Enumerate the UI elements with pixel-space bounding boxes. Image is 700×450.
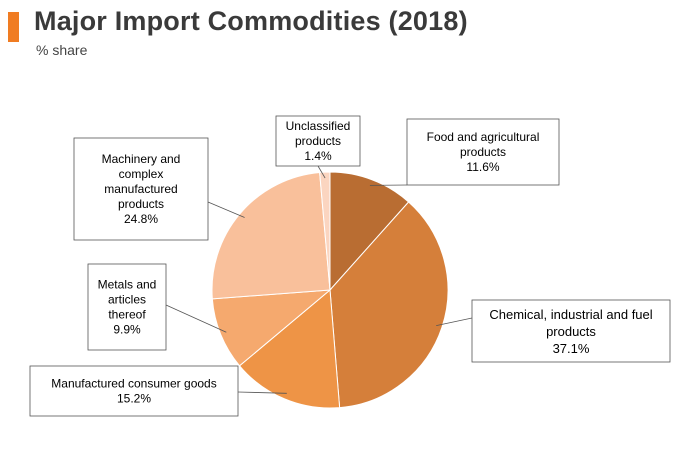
slice-category-label: products — [118, 197, 164, 211]
callout-label-metals-and-articles-thereof: Metals and articles thereof 9.9% — [98, 278, 157, 337]
chart-subtitle: % share — [36, 42, 88, 58]
callout-manufactured-consumer-goods: Manufactured consumer goods 15.2% — [29, 365, 239, 417]
pie-slice-food-and-agricultural-products — [329, 171, 410, 292]
slice-category-label: thereof — [108, 308, 146, 322]
slice-category-label: articles — [108, 293, 146, 307]
slice-category-label: Chemical, industrial and fuel — [489, 307, 652, 322]
chart-title: Major Import Commodities (2018) — [34, 6, 468, 36]
slice-category-label: manufactured — [104, 182, 177, 196]
callout-label-food-and-agricultural-products: Food and agricultural products 11.6% — [427, 130, 540, 174]
slice-category-label: Unclassified — [286, 119, 351, 133]
pie-slice-metals-and-articles-thereof — [211, 289, 332, 367]
slice-category-label: complex — [119, 167, 164, 181]
callout-metals-and-articles-thereof: Metals and articles thereof 9.9% — [87, 263, 167, 351]
callout-label-machinery-and-complex-manufactured-products: Machinery and complex manufactured products… — [102, 152, 181, 226]
callout-label-unclassified-products: Unclassified products 1.4% — [286, 119, 351, 163]
slice-category-label: Manufactured consumer goods — [51, 377, 216, 391]
pie-slice-machinery-and-complex-manufactured-products — [211, 171, 331, 300]
slice-category-label: Machinery and — [102, 152, 181, 166]
slice-value-label: 11.6% — [466, 160, 499, 174]
slice-category-label: products — [546, 324, 596, 339]
callout-line-manufactured-consumer-goods — [237, 391, 287, 394]
callout-food-and-agricultural-products: Food and agricultural products 11.6% — [406, 118, 560, 186]
callout-unclassified-products: Unclassified products 1.4% — [275, 115, 361, 167]
pie-slice-manufactured-consumer-goods — [238, 288, 341, 409]
callout-label-manufactured-consumer-goods: Manufactured consumer goods 15.2% — [51, 377, 216, 406]
callout-box-chemical-industrial-and-fuel-products — [471, 299, 671, 363]
slice-value-label: 1.4% — [304, 149, 332, 163]
callout-line-machinery-and-complex-manufactured-products — [207, 201, 245, 218]
slice-value-label: 37.1% — [553, 341, 590, 356]
callout-box-machinery-and-complex-manufactured-products — [73, 137, 209, 241]
callout-box-food-and-agricultural-products — [406, 118, 560, 186]
callout-line-unclassified-products — [317, 165, 326, 179]
callout-line-metals-and-articles-thereof — [165, 304, 227, 333]
slice-category-label: Food and agricultural — [427, 130, 540, 144]
title-accent-bar — [8, 12, 19, 42]
callout-box-unclassified-products — [275, 115, 361, 167]
slice-value-label: 24.8% — [124, 212, 158, 226]
callout-box-manufactured-consumer-goods — [29, 365, 239, 417]
callout-machinery-and-complex-manufactured-products: Machinery and complex manufactured products… — [73, 137, 209, 241]
slice-category-label: Metals and — [98, 278, 157, 292]
callout-line-chemical-industrial-and-fuel-products — [436, 317, 473, 326]
callout-chemical-industrial-and-fuel-products: Chemical, industrial and fuel products 37.… — [471, 299, 671, 363]
pie-slice-unclassified-products — [319, 171, 331, 291]
callout-label-chemical-industrial-and-fuel-products: Chemical, industrial and fuel products 37.… — [489, 307, 652, 356]
slice-category-label: products — [295, 134, 341, 148]
callout-box-metals-and-articles-thereof — [87, 263, 167, 351]
slice-value-label: 15.2% — [117, 392, 151, 406]
slice-category-label: products — [460, 145, 506, 159]
slice-value-label: 9.9% — [113, 323, 141, 337]
pie-slice-chemical-industrial-and-fuel-products — [329, 201, 449, 409]
